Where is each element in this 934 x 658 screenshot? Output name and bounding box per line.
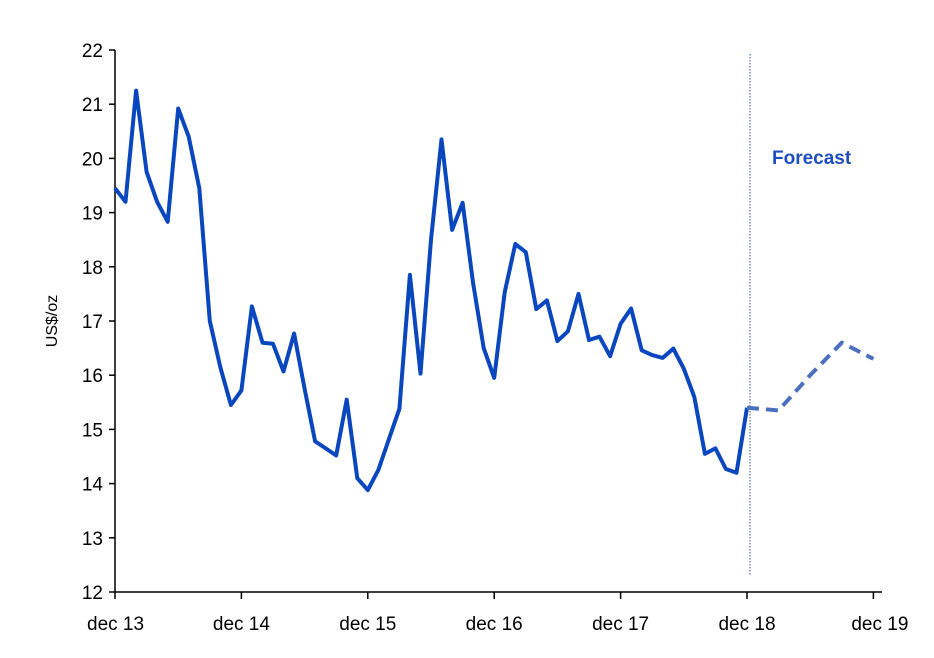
y-tick-label: 16: [82, 366, 103, 387]
x-tick-label: dec 14: [213, 614, 270, 635]
forecast-series-line: [746, 340, 875, 413]
y-tick-label: 19: [82, 204, 103, 225]
x-tick-label: dec 19: [851, 614, 908, 635]
x-axis: dec 13 dec 14 dec 15 dec 16 dec 17 dec 18 dec …: [87, 591, 908, 635]
y-tick-label: 18: [82, 258, 103, 279]
x-tick-label: dec 15: [339, 614, 396, 635]
y-tick-label: 13: [82, 529, 103, 550]
y-tick-label: 20: [82, 149, 103, 170]
series-lines: [113, 88, 875, 493]
y-axis-title: US$/oz: [44, 295, 61, 347]
y-tick-label: 17: [82, 312, 103, 333]
y-tick-label: 14: [82, 475, 104, 496]
x-tick-label: dec 18: [718, 614, 775, 635]
y-tick-label: 22: [82, 41, 103, 62]
actual-series-line: [113, 88, 749, 493]
y-tick-label: 21: [82, 95, 103, 116]
forecast-annotation: Forecast: [772, 148, 852, 169]
y-axis: 12 13 14 15 16 17 18 19 20 21 22: [82, 41, 116, 604]
x-tick-label: dec 13: [87, 614, 144, 635]
y-tick-label: 15: [82, 420, 103, 441]
x-tick-label: dec 16: [466, 614, 523, 635]
x-tick-label: dec 17: [592, 614, 649, 635]
y-tick-label: 12: [82, 583, 103, 604]
